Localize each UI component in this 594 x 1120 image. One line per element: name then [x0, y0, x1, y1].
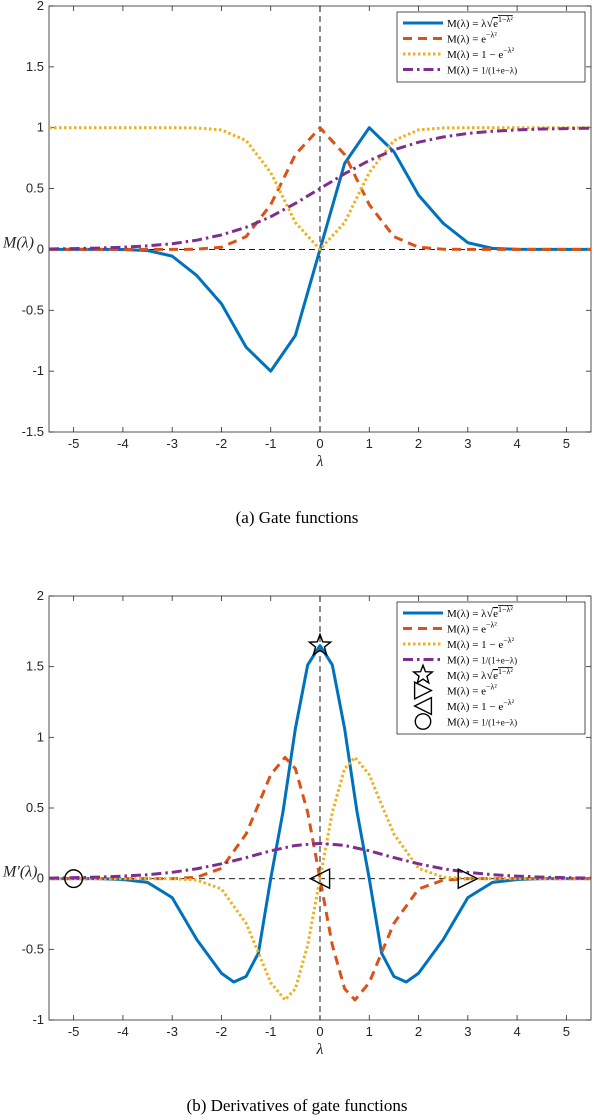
y-tick-label: 1.5 — [26, 59, 44, 74]
legend-marker-triangle-left — [413, 696, 433, 716]
y-tick-label: 1 — [37, 120, 44, 135]
legend-box — [396, 601, 586, 735]
x-tick-label: 2 — [415, 1024, 422, 1039]
y-axis-label: M(λ) — [2, 234, 34, 251]
y-tick-label: -1 — [32, 1012, 44, 1027]
x-tick-label: 0 — [316, 436, 323, 451]
x-tick-label: 5 — [563, 1024, 570, 1039]
legend-entry: M(λ) = e−λ² — [447, 683, 497, 698]
x-tick-label: 1 — [366, 436, 373, 451]
caption-gate-derivatives: (b) Derivatives of gate functions — [186, 1096, 408, 1115]
series-line-3 — [49, 755, 591, 1002]
x-tick-label: -1 — [265, 1024, 277, 1039]
legend-entry: M(λ) = λ√e1−λ² — [447, 605, 513, 620]
gate-functions-chart: -5 -4 -3 -2 -1 0 1 2 3 4 5 -1.5 -1 -0.5 0 0.5 1 1.5 2 λ M(λ)… — [2, 0, 592, 470]
y-tick-label: -1 — [32, 363, 44, 378]
marker-triangle-left — [308, 867, 331, 890]
x-tick-label: 4 — [513, 1024, 520, 1039]
x-tick-label: -2 — [216, 1024, 228, 1039]
y-tick-label: -0.5 — [22, 941, 44, 956]
x-axis-label: λ — [316, 453, 324, 470]
legend-entry: M(λ) = 1/(1+e−λ) — [447, 65, 517, 77]
legend-entry: M(λ) = 1/(1+e−λ) — [447, 655, 517, 667]
x-tick-label: -2 — [216, 436, 228, 451]
y-axis-label: M′(λ) — [2, 864, 37, 881]
legend-marker-triangle-right — [413, 680, 433, 701]
caption-gate-functions: (a) Gate functions — [235, 508, 359, 527]
legend-entry: M(λ) = 1 − e−λ² — [447, 698, 515, 713]
x-tick-label: 0 — [316, 1024, 323, 1039]
marker-circle — [64, 869, 84, 889]
y-tick-label: -0.5 — [22, 302, 44, 317]
y-tick-label: 2 — [37, 0, 44, 13]
x-tick-label: -4 — [117, 1024, 129, 1039]
marker-star — [307, 632, 333, 657]
legend-entry: M(λ) = λ√e1−λ² — [447, 15, 513, 30]
x-tick-label: 5 — [563, 436, 570, 451]
legend-entry: M(λ) = 1 − e−λ² — [447, 636, 515, 651]
x-axis-label: λ — [316, 1041, 324, 1058]
marker-triangle-right — [457, 867, 479, 890]
series-line-4 — [48, 841, 592, 880]
x-tick-label: -4 — [117, 436, 129, 451]
y-tick-label: -1.5 — [22, 424, 44, 439]
y-tick-label: 0 — [37, 241, 44, 256]
legend-entry: M(λ) = e−λ² — [447, 621, 497, 636]
legend-marker-star — [411, 663, 435, 685]
y-tick-label: 0.5 — [26, 181, 44, 196]
x-tick-label: -3 — [166, 436, 178, 451]
y-tick-label: 0 — [37, 871, 44, 886]
series-line-1 — [49, 644, 591, 984]
legend-entry: M(λ) = 1 − e−λ² — [447, 46, 515, 61]
x-tick-label: -5 — [68, 436, 80, 451]
series-line-3 — [49, 126, 591, 251]
x-tick-label: -5 — [68, 1024, 80, 1039]
legend-marker-circle — [414, 713, 432, 730]
series-line-4 — [48, 126, 592, 251]
y-tick-label: 0.5 — [26, 800, 44, 815]
x-tick-label: -3 — [166, 1024, 178, 1039]
series-line-2 — [49, 126, 591, 251]
y-tick-label: 1.5 — [26, 659, 44, 674]
gate-derivatives-chart: -5 -4 -3 -2 -1 0 1 2 3 4 5 -1 -0.5 0 0.5 1 1.5 2 λ M′(λ) M(λ… — [2, 588, 592, 1058]
y-tick-label: 2 — [37, 588, 44, 603]
x-tick-label: 4 — [513, 436, 520, 451]
y-tick-label: 1 — [37, 729, 44, 744]
x-tick-label: 3 — [464, 436, 471, 451]
x-tick-label: 1 — [366, 1024, 373, 1039]
legend-entry: M(λ) = 1/(1+e−λ) — [447, 717, 517, 729]
x-tick-label: -1 — [265, 436, 277, 451]
legend-entry: M(λ) = e−λ² — [447, 31, 497, 46]
x-tick-label: 3 — [464, 1024, 471, 1039]
x-tick-label: 2 — [415, 436, 422, 451]
legend-entry: M(λ) = λ√e1−λ² — [447, 667, 513, 682]
